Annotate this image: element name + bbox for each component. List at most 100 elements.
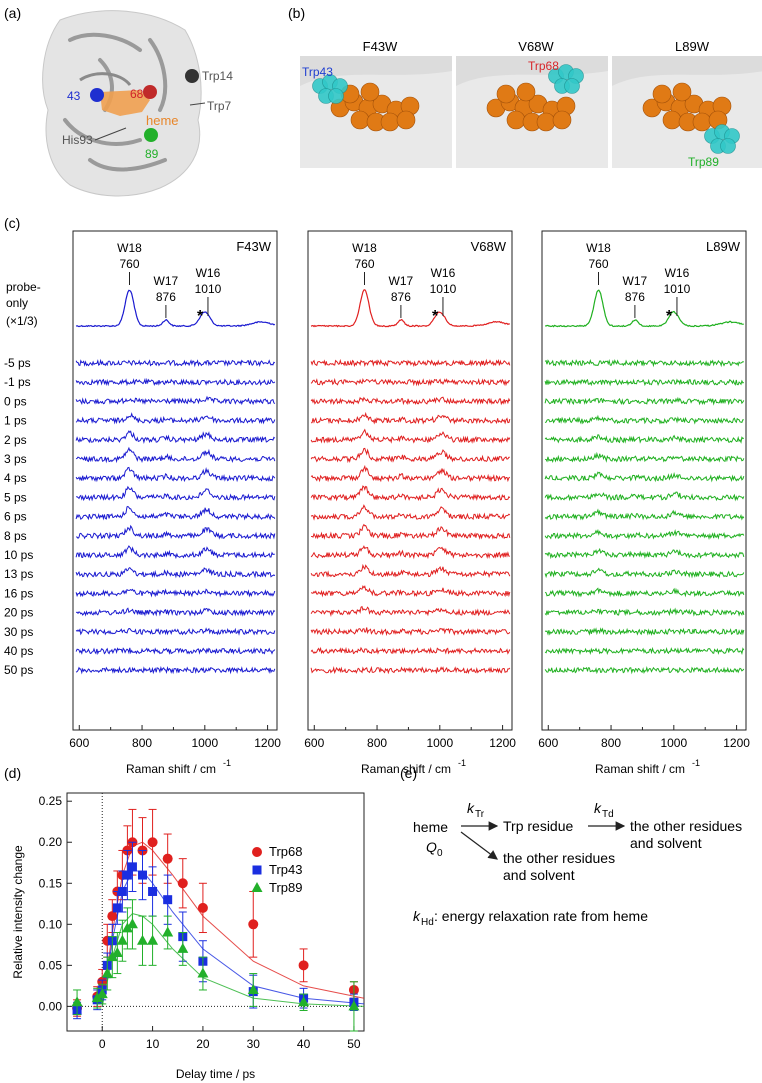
delay-label: 30 ps — [4, 625, 33, 639]
delay-label: 0 ps — [4, 394, 27, 408]
point-Trp43 — [138, 870, 148, 880]
delay-spectrum — [75, 446, 276, 464]
peak-w18-value: 760 — [588, 257, 608, 271]
point-Trp89 — [348, 1000, 360, 1011]
x-tick-label: 1200 — [489, 736, 516, 750]
panel-label-a: (a) — [4, 5, 21, 21]
point-Trp89 — [298, 996, 310, 1007]
residue-label-2: Trp89 — [688, 155, 719, 169]
peak-w17-value: 876 — [391, 290, 411, 304]
residue-label-0: Trp43 — [302, 65, 333, 79]
point-Trp43 — [122, 870, 132, 880]
delay-spectrum — [75, 588, 276, 598]
delay-spectrum — [310, 396, 511, 406]
delay-label: 10 ps — [4, 548, 33, 562]
delay-spectrum — [310, 585, 511, 598]
y-tick-label: 0.00 — [39, 999, 63, 1013]
delay-spectrum — [310, 646, 511, 655]
delay-spectrum — [310, 504, 511, 521]
point-Trp68 — [147, 837, 158, 848]
peak-w16: W16 — [665, 266, 690, 280]
delay-spectrum — [544, 665, 745, 675]
point-Trp68 — [177, 878, 188, 889]
label-43: 43 — [67, 89, 81, 103]
mutant-title-0: F43W — [363, 39, 398, 54]
y-tick-label: 0.10 — [39, 917, 63, 931]
label-68: 68 — [130, 87, 144, 101]
delay-labels: -5 ps -1 ps 0 ps 1 ps 2 ps 3 ps 4 ps 5 ps 6 ps 8 … — [4, 356, 33, 677]
peak-w16: W16 — [431, 266, 456, 280]
point-Trp68 — [107, 911, 118, 922]
point-Trp43 — [163, 895, 173, 905]
delay-spectrum — [544, 471, 745, 483]
y-tick-label: 0.20 — [39, 835, 63, 849]
y-tick-label: 0.25 — [39, 794, 63, 808]
delay-spectrum — [76, 485, 276, 502]
delay-spectrum — [310, 358, 511, 368]
spectra-frame-0 — [72, 230, 278, 731]
x-tick-label: 600 — [304, 736, 324, 750]
point-Trp89 — [121, 922, 133, 933]
scheme-q0: Q — [426, 839, 437, 855]
point-Trp89 — [162, 926, 174, 937]
heme-sphere — [350, 110, 370, 130]
x-axis-label-sup: -1 — [692, 758, 700, 768]
trp14-sphere — [185, 69, 199, 83]
peak-star: * — [666, 308, 673, 325]
delay-spectrum — [75, 524, 276, 540]
delay-spectrum — [310, 411, 511, 425]
fit-curve-Trp68 — [101, 841, 365, 1007]
heme-sphere — [662, 110, 682, 130]
heme-sphere — [506, 110, 526, 130]
delay-spectrum — [544, 547, 745, 560]
point-Trp43 — [148, 886, 158, 896]
delay-label: -5 ps — [4, 356, 31, 370]
point-Trp68 — [298, 960, 309, 971]
delay-spectrum — [75, 412, 276, 425]
mutant-title-2: L89W — [675, 39, 710, 54]
x-tick-label: 800 — [367, 736, 387, 750]
heme-sphere — [552, 110, 572, 130]
point-Trp89 — [106, 951, 118, 962]
x-tick-label: 1000 — [191, 736, 218, 750]
delay-spectrum — [75, 545, 275, 560]
delay-spectrum — [544, 508, 745, 521]
probe-spectrum-1 — [310, 289, 510, 328]
x-axis-label: Raman shift / cm — [126, 762, 216, 776]
point-Trp43 — [127, 862, 137, 872]
peak-w18-value: 760 — [354, 257, 374, 271]
mutant-title-1: V68W — [518, 39, 554, 54]
label-trp14: Trp14 — [202, 69, 233, 83]
delay-spectrum — [544, 528, 745, 541]
raman-spectra: F43W W18 760 W17 876 W16 1010 * 600 800 1000 1200 Ra… — [69, 230, 750, 776]
delay-label: 50 ps — [4, 663, 33, 677]
delay-spectrum — [75, 665, 276, 675]
x-tick-label: 20 — [196, 1037, 210, 1051]
x-tick-label: 30 — [247, 1037, 261, 1051]
heme-sphere — [536, 112, 556, 132]
point-Trp89 — [116, 934, 128, 945]
heme-sphere — [652, 84, 672, 104]
panel-b-structures: F43W Trp43 V68W Trp68 L89W Trp89 — [300, 39, 762, 169]
delay-spectrum — [544, 607, 745, 617]
residue-89-sphere — [144, 128, 158, 142]
spectra-title-1: V68W — [471, 239, 507, 254]
x-tick-label: 1200 — [723, 736, 750, 750]
delay-spectrum — [544, 358, 744, 368]
spectra-title-2: L89W — [706, 239, 741, 254]
heme-sphere — [516, 82, 536, 102]
scheme-ktr: k — [467, 800, 475, 816]
scheme-trp-residue: Trp residue — [503, 818, 574, 834]
legend-marker-Trp68 — [252, 847, 262, 857]
peak-w17: W17 — [154, 274, 179, 288]
point-Trp89 — [197, 967, 209, 978]
panel-label-d: (d) — [4, 765, 21, 781]
delay-spectrum — [310, 377, 511, 387]
scheme-khd-desc: : energy relaxation rate from heme — [434, 908, 648, 924]
heme-sphere — [360, 82, 380, 102]
probe-spectrum-2 — [544, 289, 744, 328]
trp-sphere — [328, 88, 344, 104]
x-axis-label: Raman shift / cm — [595, 762, 685, 776]
delay-spectrum — [545, 451, 745, 463]
delay-spectrum — [311, 523, 511, 540]
